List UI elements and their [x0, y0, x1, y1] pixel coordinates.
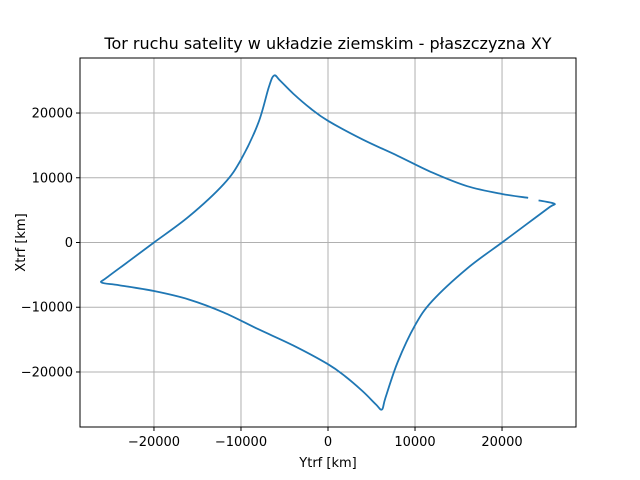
x-tick-label: 0 — [324, 435, 332, 450]
x-tick-label: −20000 — [128, 435, 180, 450]
x-tick-label: 10000 — [394, 435, 435, 450]
trajectory-line — [100, 74, 556, 411]
y-tick-label: 10000 — [32, 171, 73, 186]
plot-area — [100, 74, 556, 411]
x-tick-label: −10000 — [215, 435, 267, 450]
y-tick-label: 0 — [65, 236, 73, 251]
y-tick-label: −20000 — [21, 365, 73, 380]
y-tick-label: −10000 — [21, 301, 73, 316]
ticks: −20000 −10000 0 10000 20000 −20000 −10000 0 1000… — [21, 107, 523, 450]
chart-title: Tor ruchu satelity w układzie ziemskim -… — [103, 34, 551, 53]
y-axis-label: Xtrf [km] — [14, 213, 29, 271]
x-axis-label: Ytrf [km] — [298, 456, 356, 471]
y-tick-label: 20000 — [32, 107, 73, 122]
x-tick-label: 20000 — [481, 435, 522, 450]
